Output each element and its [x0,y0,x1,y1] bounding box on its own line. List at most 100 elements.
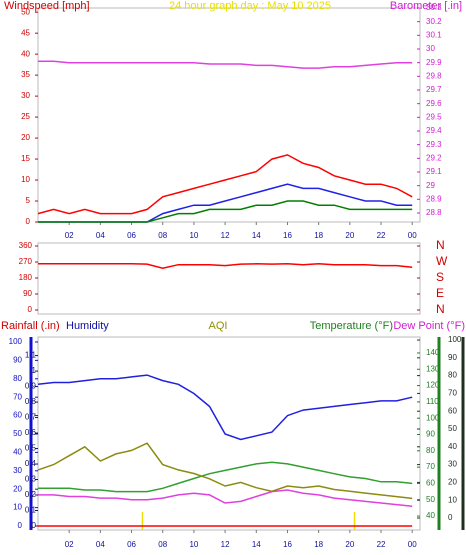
series-line [37,374,413,441]
y-tick-label: 80 [13,374,22,383]
y-tick-label: 10 [21,175,30,184]
y-tick-label: 5 [26,196,31,205]
y-tick-label: 100 [9,337,23,346]
y-tick-label: 270 [19,257,33,266]
y2-tick-label: 29.3 [426,140,442,149]
x-tick-label: 00 [408,231,417,240]
y-tick-label: 0 [28,305,33,314]
y2-tick-label: 30 [426,44,435,53]
y2-tick-label: 0 [32,521,37,530]
y2-tick-label: 0.5 [25,444,37,453]
y-tick-label: 0 [26,217,31,226]
series-line [37,154,413,215]
y3-tick-label: 70 [426,462,435,471]
y3-tick-label: 60 [426,479,435,488]
y-tick-label: 30 [13,466,22,475]
x-tick-label: 14 [252,540,261,549]
y2-tick-label: 29.2 [426,153,442,162]
y2-tick-label: 29.8 [426,71,442,80]
series-line [38,200,413,223]
y2-tick-label: 1 [32,366,37,375]
x-tick-label: 04 [96,231,105,240]
x-tick-label: 06 [127,540,136,549]
y3-tick-label: 50 [426,495,435,504]
y2-tick-label: 0.3 [25,475,37,484]
rainfall-label: Rainfall (.in) [1,320,60,332]
y-tick-label: 40 [13,447,22,456]
y2-tick-label: 29.7 [426,85,442,94]
series-line [38,263,413,269]
y4-tick-label: 50 [448,424,457,433]
series-line [37,442,413,500]
y-tick-label: 90 [23,289,32,298]
y2-tick-label: N [436,302,445,316]
y2-tick-label: 0.2 [25,490,37,499]
dewpoint-label: Dew Point (°F) [393,320,465,332]
x-tick-label: 02 [65,540,74,549]
y4-tick-label: 80 [448,371,457,380]
x-tick-label: 02 [65,231,74,240]
y-tick-label: 10 [13,503,22,512]
x-tick-label: 18 [314,231,323,240]
y4-tick-label: 20 [448,478,457,487]
x-tick-label: 08 [158,540,167,549]
y-tick-label: 25 [21,112,30,121]
middle-frame [37,242,421,315]
y-tick-label: 20 [13,484,22,493]
x-tick-label: 22 [377,231,386,240]
y2-tick-label: S [436,270,444,284]
top-frame [37,7,421,223]
y3-tick-label: 110 [426,397,439,406]
y2-tick-label: 29.4 [426,126,442,135]
y2-tick-label: 0.7 [25,413,37,422]
y-tick-label: 90 [13,355,22,364]
y2-tick-label: 0.8 [25,397,37,406]
y4-tick-label: 90 [448,353,457,362]
aqi-label: AQI [209,320,228,332]
x-tick-label: 08 [158,231,167,240]
y-tick-label: 70 [13,392,22,401]
y4-tick-label: 60 [448,406,457,415]
y-tick-label: 180 [19,273,33,282]
y2-tick-label: E [436,286,444,300]
y3-tick-label: 90 [426,430,435,439]
y3-tick-label: 140 [426,348,440,357]
y2-tick-label: 0.4 [25,459,37,468]
y-tick-label: 50 [13,429,22,438]
series-line [38,461,413,493]
series-line [38,183,413,223]
x-tick-label: 10 [189,540,198,549]
y4-tick-label: 40 [448,442,457,451]
y3-tick-label: 120 [426,381,440,390]
y4-tick-label: 30 [448,460,457,469]
y2-tick-label: 29 [426,181,435,190]
x-tick-label: 16 [283,231,292,240]
y-tick-label: 20 [21,133,30,142]
x-tick-label: 20 [345,540,354,549]
y2-tick-label: 30.2 [426,17,442,26]
y2-tick-label: 30.1 [426,30,442,39]
y4-tick-label: 0 [448,513,453,522]
y2-tick-label: 29.6 [426,99,442,108]
y-tick-label: 360 [19,241,33,250]
y3-tick-label: 130 [426,364,440,373]
y-tick-label: 60 [13,411,22,420]
y3-tick-label: 40 [426,511,435,520]
y4-tick-label: 70 [448,389,457,398]
y-tick-label: 45 [21,28,30,37]
y4-tick-label: 100 [448,335,462,344]
y2-tick-label: 0.9 [25,382,37,391]
y2-tick-label: 0.6 [25,428,37,437]
y-tick-label: 0 [18,521,23,530]
y2-tick-label: 28.8 [426,208,442,217]
y3-tick-label: 100 [426,413,440,422]
y2-tick-label: W [436,254,448,268]
x-tick-label: 22 [377,540,386,549]
y2-tick-label: 28.9 [426,194,442,203]
y2-tick-label: 0.1 [25,506,37,515]
series-line [38,60,413,69]
humidity-label: Humidity [66,320,109,332]
x-tick-label: 12 [221,231,230,240]
x-tick-label: 00 [408,540,417,549]
